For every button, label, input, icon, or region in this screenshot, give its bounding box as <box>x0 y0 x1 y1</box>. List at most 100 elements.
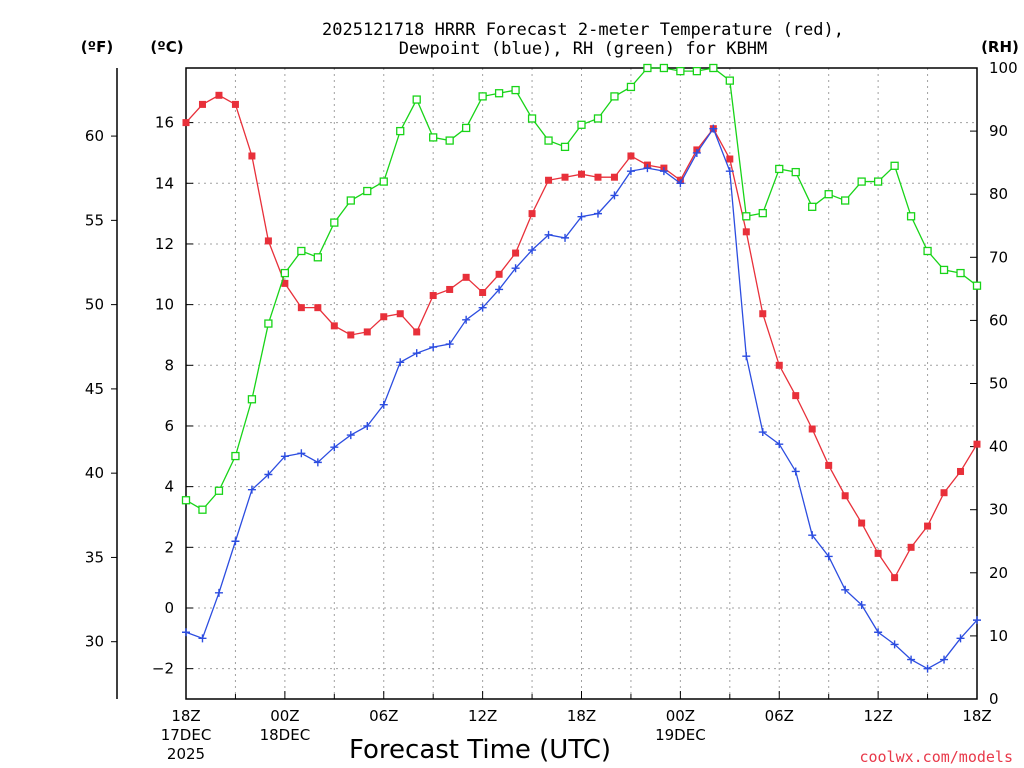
rh-point <box>725 76 734 85</box>
celsius-axis-unit: (ºC) <box>150 38 183 56</box>
rh-point <box>873 177 883 186</box>
celsius-tick-label: 8 <box>164 356 174 374</box>
celsius-tick-label: −2 <box>152 660 174 678</box>
rh-point <box>857 177 866 186</box>
temperature-point <box>479 288 487 296</box>
rh-point <box>824 190 833 199</box>
rh-point <box>593 114 603 123</box>
x-tick-label: 12Z <box>468 707 497 725</box>
fahrenheit-tick-label: 40 <box>85 464 104 482</box>
rh-point <box>511 85 520 95</box>
rh-point <box>906 212 916 221</box>
rh-point <box>494 89 504 98</box>
credit-link[interactable]: coolwx.com/models <box>859 748 1013 766</box>
rh-point <box>791 167 800 177</box>
dewpoint-point <box>610 191 619 200</box>
rh-point <box>626 82 636 92</box>
dewpoint-point <box>643 164 652 173</box>
rh-point <box>939 265 949 275</box>
rh-point <box>577 120 586 129</box>
axes <box>111 67 978 700</box>
dewpoint-point <box>214 588 223 597</box>
dewpoint-point <box>182 628 190 637</box>
rh-point <box>808 202 817 211</box>
dewpoint-point <box>429 343 438 352</box>
celsius-tick-label: 10 <box>155 296 174 314</box>
fahrenheit-tick-label: 45 <box>85 380 104 398</box>
rh-point <box>429 133 438 142</box>
temperature-point <box>297 304 305 312</box>
x-tick-label: 06Z <box>765 707 794 725</box>
temperature-point <box>462 273 470 281</box>
series-dewpoint <box>182 124 981 673</box>
dewpoint-point <box>758 428 767 437</box>
temperature-point <box>594 173 602 181</box>
dewpoint-point <box>280 452 289 461</box>
x-tick-label: 12Z <box>863 707 892 725</box>
rh-point <box>231 451 240 461</box>
dewpoint-point <box>544 230 553 239</box>
chart-title-line2: Dewpoint (blue), RH (green) for KBHM <box>399 39 767 59</box>
celsius-tick-label: 6 <box>164 417 174 435</box>
dewpoint-point <box>478 303 487 312</box>
temperature-point <box>545 176 553 184</box>
x-tick-label: 18Z <box>171 707 200 725</box>
dewpoint-point <box>297 449 306 458</box>
temperature-point <box>924 522 932 530</box>
series-rh <box>181 63 982 514</box>
rh-point <box>643 63 652 73</box>
rh-point <box>709 63 718 73</box>
dewpoint-point <box>561 233 570 242</box>
temperature-point <box>907 543 915 551</box>
rh-axis-unit: (RH) <box>981 38 1019 56</box>
rh-point <box>610 92 619 101</box>
dewpoint-point <box>593 209 602 218</box>
rh-point <box>742 212 751 221</box>
fahrenheit-tick-label: 60 <box>85 127 104 145</box>
rh-point <box>560 142 570 152</box>
rh-point <box>297 246 306 256</box>
dewpoint-point <box>841 585 850 594</box>
temperature-point <box>413 328 421 336</box>
dewpoint-point <box>396 358 405 367</box>
temperature-point <box>182 119 190 127</box>
dewpoint-point <box>973 616 981 625</box>
rh-point <box>330 218 339 227</box>
rh-tick-label: 0 <box>989 690 999 708</box>
rh-tick-label: 70 <box>989 248 1008 266</box>
rh-point <box>890 161 899 170</box>
temperature-point <box>512 249 520 257</box>
rh-tick-label: 40 <box>989 438 1008 456</box>
rh-point <box>396 126 405 136</box>
temperature-point <box>248 152 256 160</box>
temperature-point <box>528 210 536 218</box>
rh-point <box>956 268 965 278</box>
rh-point <box>181 496 191 505</box>
rh-point <box>280 268 290 278</box>
temperature-line <box>185 94 978 579</box>
x-tick-label: 18Z <box>962 707 991 725</box>
temperature-point <box>792 392 800 400</box>
dewpoint-point <box>890 640 899 649</box>
chart-title-line1: 2025121718 HRRR Forecast 2-meter Tempera… <box>322 20 844 40</box>
dewpoint-point <box>791 467 800 476</box>
rh-point <box>676 67 685 76</box>
dewpoint-point <box>528 246 537 255</box>
rh-point <box>363 186 372 196</box>
temperature-point <box>627 152 635 160</box>
celsius-tick-label: 16 <box>155 114 174 132</box>
temperature-point <box>825 461 833 469</box>
dewpoint-point <box>923 664 932 673</box>
dewpoint-point <box>346 431 355 440</box>
temperature-point <box>726 155 734 163</box>
temperature-point <box>957 467 965 475</box>
temperature-point <box>330 322 338 330</box>
x-tick-label: 00Z <box>270 707 299 725</box>
dewpoint-point <box>907 655 916 664</box>
temperature-point <box>858 519 866 527</box>
dewpoint-point <box>725 167 734 176</box>
dewpoint-point <box>692 148 701 157</box>
rh-point <box>346 196 355 205</box>
dewpoint-point <box>956 634 965 643</box>
